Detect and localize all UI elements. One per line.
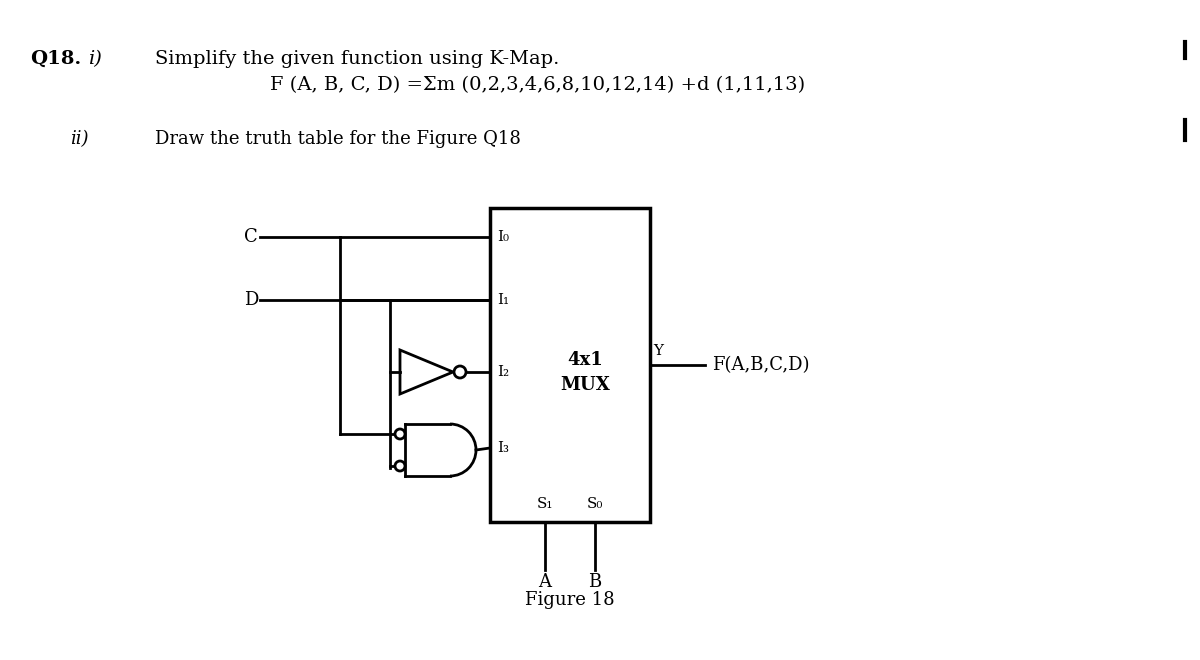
Text: F (A, B, C, D) =Σm (0,2,3,4,6,8,10,12,14) +d (1,11,13): F (A, B, C, D) =Σm (0,2,3,4,6,8,10,12,14… [270, 76, 805, 94]
Text: D: D [244, 291, 258, 309]
Text: I₀: I₀ [497, 230, 509, 244]
Text: 4x1: 4x1 [568, 351, 602, 369]
Bar [490, 208, 650, 522]
Text: MUX: MUX [560, 376, 610, 394]
Text: B: B [588, 573, 601, 591]
Text: Figure 18: Figure 18 [526, 591, 614, 609]
Text: I₂: I₂ [497, 365, 509, 379]
Text: Y: Y [653, 344, 662, 358]
Text: ii): ii) [70, 130, 89, 148]
Text: A: A [539, 573, 552, 591]
Circle shape [454, 366, 466, 378]
Text: I₃: I₃ [497, 441, 509, 455]
Text: I₁: I₁ [497, 293, 509, 307]
Polygon shape [400, 350, 454, 394]
Circle shape [395, 461, 406, 471]
Text: Simplify the given function using K-Map.: Simplify the given function using K-Map. [155, 50, 559, 68]
Text: C: C [245, 228, 258, 246]
Text: i): i) [88, 50, 102, 68]
Text: S₁: S₁ [536, 497, 553, 511]
Text: Q18.: Q18. [30, 50, 82, 68]
Text: S₀: S₀ [587, 497, 604, 511]
Text: F(A,B,C,D): F(A,B,C,D) [712, 356, 810, 374]
Circle shape [395, 429, 406, 439]
Text: Draw the truth table for the Figure Q18: Draw the truth table for the Figure Q18 [155, 130, 521, 148]
